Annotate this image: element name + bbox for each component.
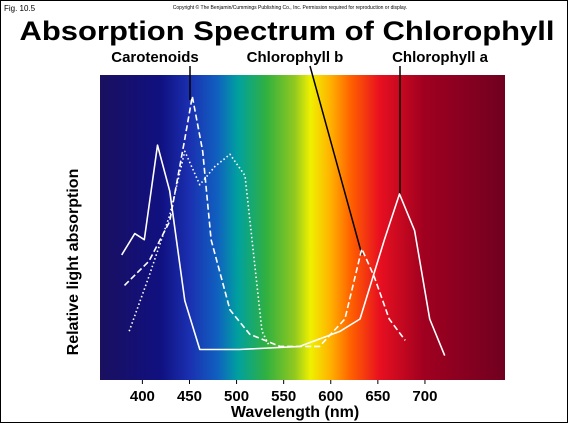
- x-tick-label: 650: [365, 388, 390, 405]
- copyright: Copyright © The Benjamin/Cummings Publis…: [173, 4, 407, 11]
- pointer-lines: [189, 65, 401, 256]
- series-line: [123, 95, 406, 348]
- pointer: [309, 65, 363, 256]
- x-tick-label: 700: [412, 388, 437, 405]
- x-tick-label: 550: [271, 388, 296, 405]
- series-line: [128, 150, 271, 347]
- x-tick-label: 450: [177, 388, 202, 405]
- spectrum-background: [100, 75, 505, 380]
- chart-title: Absorption Spectrum of Chlorophyll: [20, 16, 555, 46]
- x-tick-label: 400: [130, 388, 155, 405]
- legend-label: Chlorophyll b: [247, 49, 344, 66]
- legend-label: Chlorophyll a: [392, 49, 488, 66]
- series-line: [121, 144, 446, 356]
- legend-label: Carotenoids: [111, 49, 199, 66]
- y-axis-label: Relative light absorption: [65, 169, 82, 356]
- x-tick-label: 500: [224, 388, 249, 405]
- x-axis-label: Wavelength (nm): [231, 404, 359, 421]
- fig-label: Fig. 10.5: [4, 4, 36, 13]
- x-tick-label: 600: [318, 388, 343, 405]
- y-tick-marks: [92, 87, 100, 353]
